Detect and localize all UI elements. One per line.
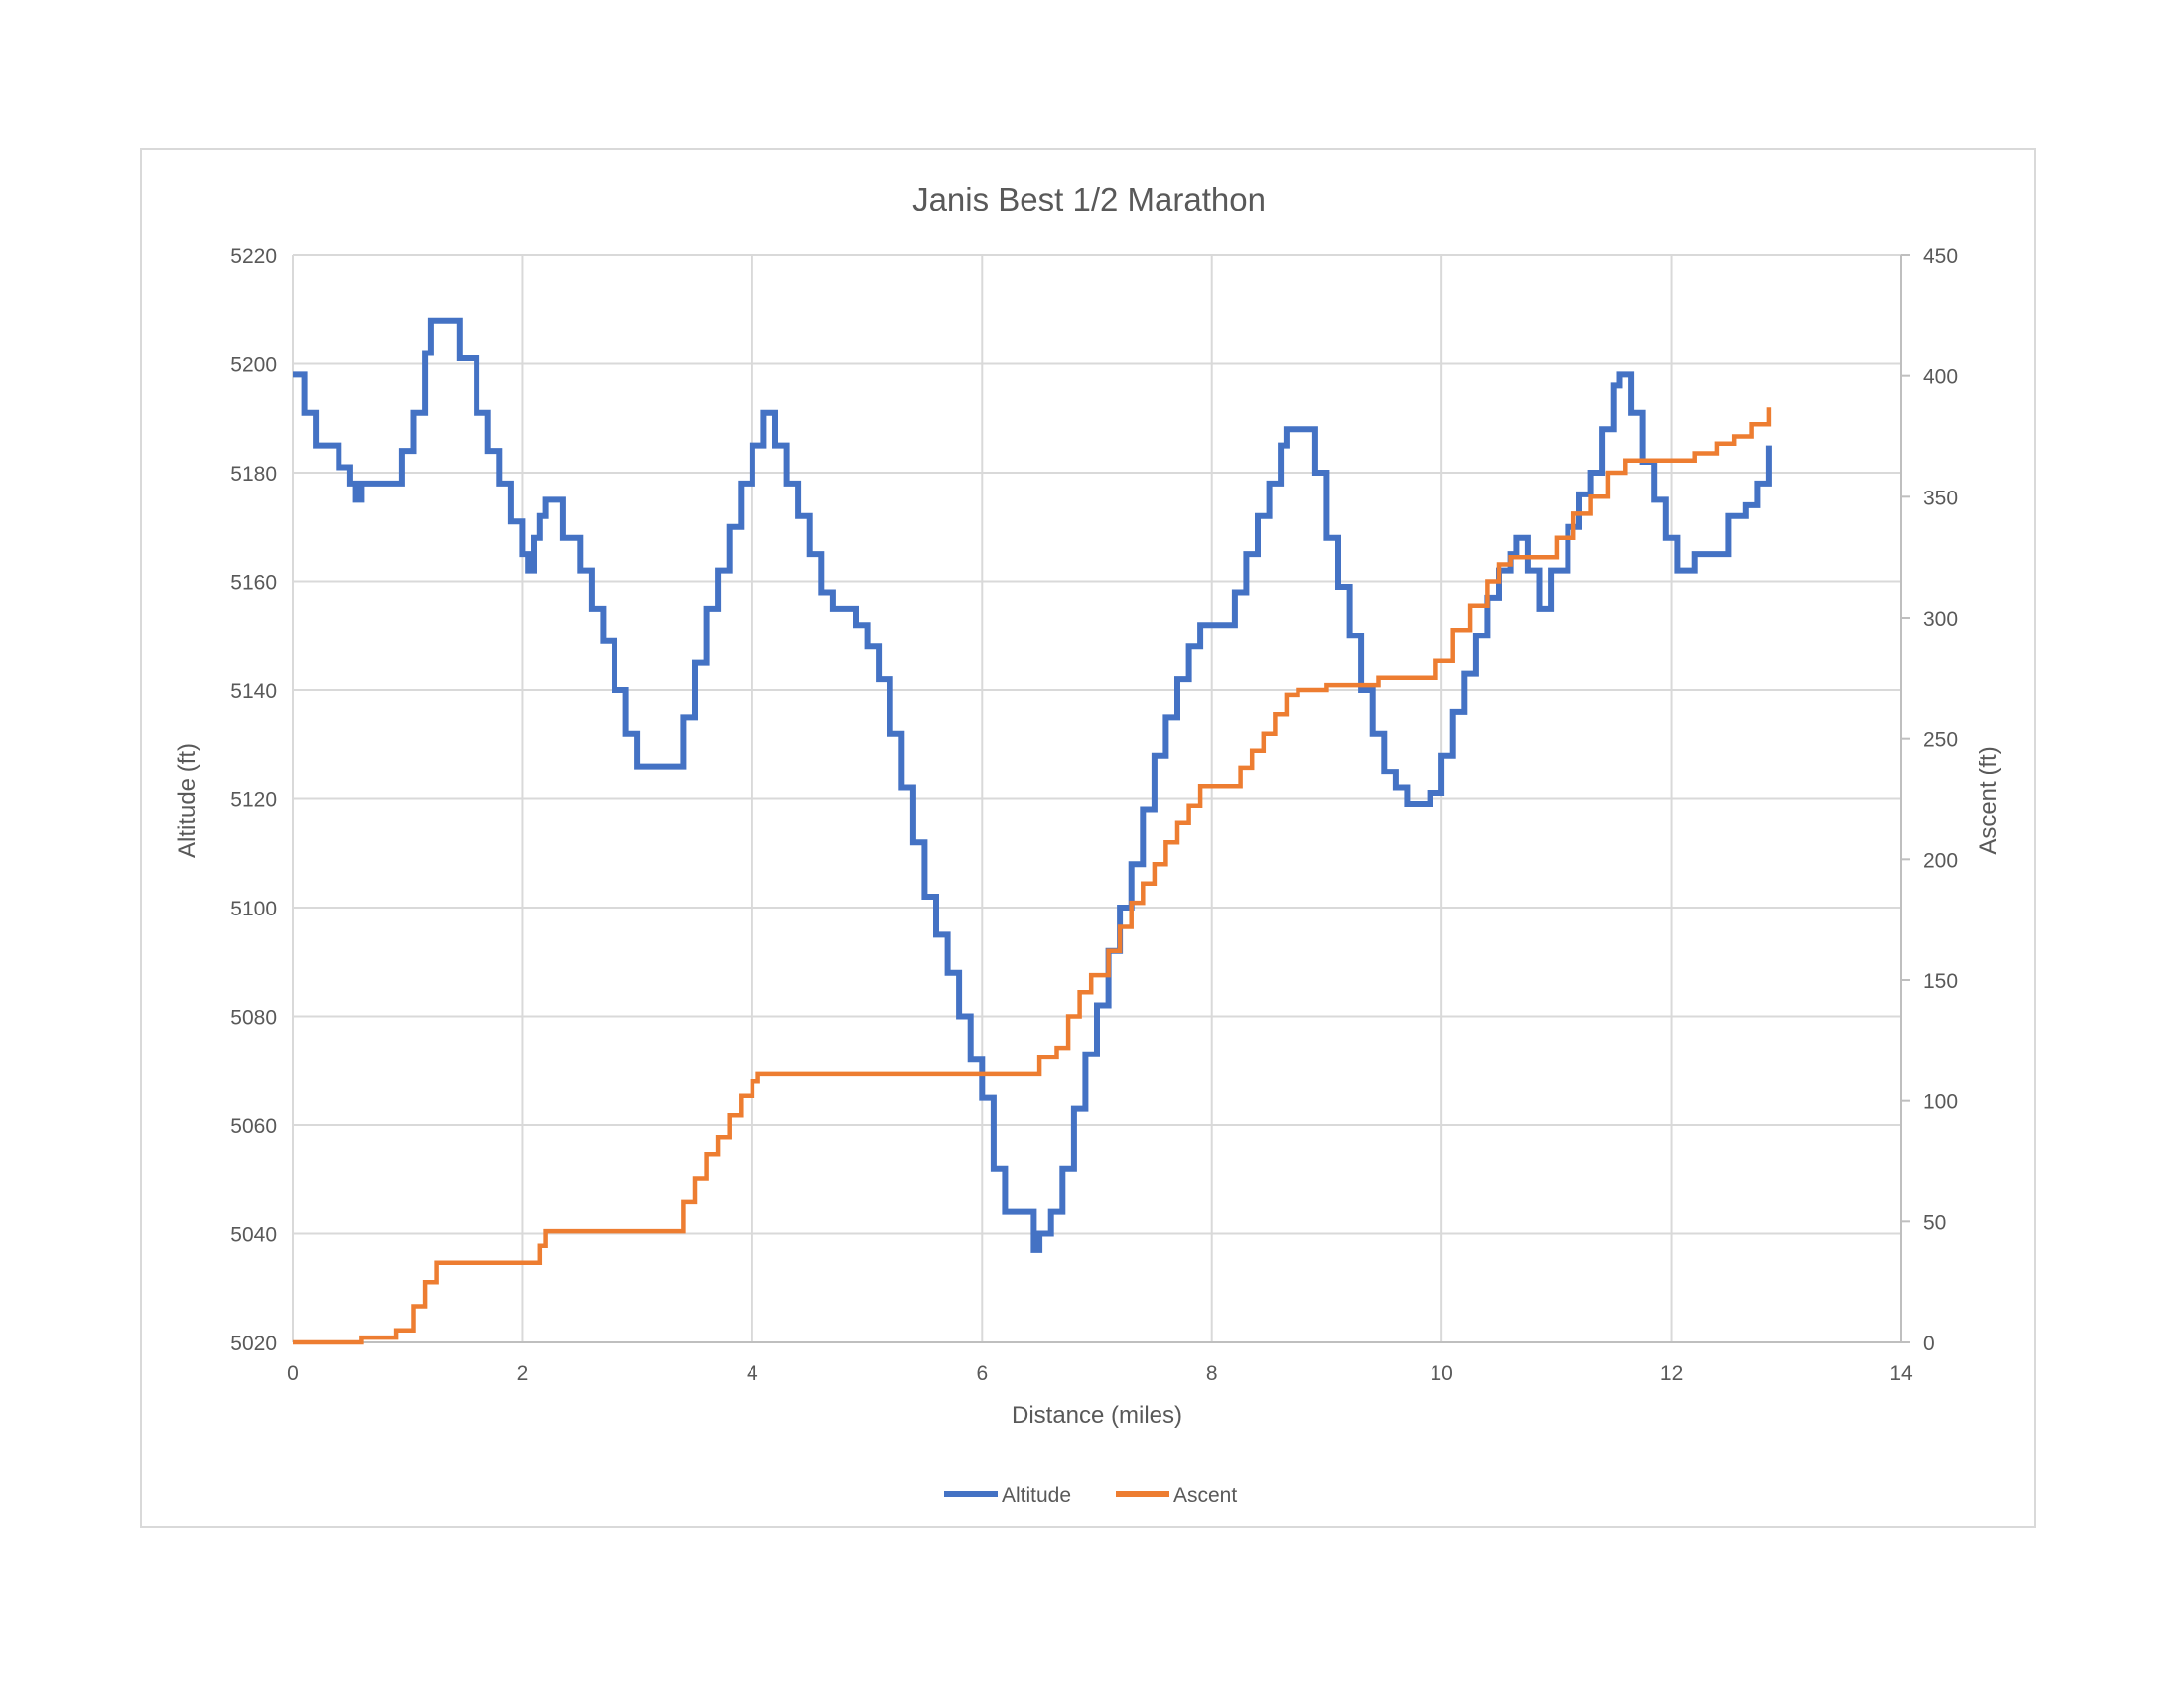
x-tick-label: 10 — [1430, 1362, 1452, 1385]
y-tick-label: 5160 — [230, 572, 277, 595]
chart-svg: Janis Best 1/2 Marathon 5020504050605080… — [174, 181, 2002, 1507]
x-tick-label: 2 — [517, 1362, 529, 1385]
y-tick-label: 5200 — [230, 354, 277, 377]
y2-tick-label: 250 — [1923, 729, 1958, 752]
x-tick-label: 0 — [287, 1362, 299, 1385]
x-tick-label: 12 — [1660, 1362, 1683, 1385]
x-tick-label: 8 — [1206, 1362, 1218, 1385]
y-tick-label: 5100 — [230, 898, 277, 920]
y2-axis-title: Ascent (ft) — [1976, 746, 2002, 854]
tick-labels: 5020504050605080510051205140516051805200… — [230, 245, 1958, 1385]
y-tick-label: 5220 — [230, 245, 277, 268]
legend: Altitude Ascent — [944, 1484, 1237, 1507]
x-tick-label: 4 — [747, 1362, 758, 1385]
series-line-ascent — [293, 407, 1772, 1345]
x-tick-label: 6 — [976, 1362, 988, 1385]
y-tick-label: 5060 — [230, 1115, 277, 1138]
y-tick-label: 5180 — [230, 463, 277, 486]
y2-tick-label: 400 — [1923, 366, 1958, 389]
y2-tick-label: 0 — [1923, 1333, 1935, 1355]
y2-tick-label: 50 — [1923, 1211, 1946, 1234]
y2-tick-label: 350 — [1923, 487, 1958, 509]
x-tick-label: 14 — [1889, 1362, 1913, 1385]
axes — [293, 254, 1910, 1343]
y-tick-label: 5120 — [230, 789, 277, 812]
y-tick-label: 5040 — [230, 1224, 277, 1247]
y-tick-label: 5020 — [230, 1333, 277, 1355]
x-axis-title: Distance (miles) — [1012, 1402, 1182, 1429]
chart-area: Janis Best 1/2 Marathon 5020 5040 5060 5080… — [140, 148, 2036, 1528]
y-tick-label: 5140 — [230, 680, 277, 703]
series-line-altitude — [293, 317, 1772, 1253]
y2-tick-label: 100 — [1923, 1091, 1958, 1114]
series-lines — [293, 317, 1772, 1345]
y2-tick-label: 300 — [1923, 608, 1958, 631]
y-tick-label: 5080 — [230, 1007, 277, 1030]
legend-ascent-label: Ascent — [1173, 1484, 1237, 1507]
gridlines — [292, 254, 1902, 1343]
y2-tick-label: 200 — [1923, 849, 1958, 872]
legend-altitude-label: Altitude — [1002, 1484, 1071, 1507]
y2-tick-label: 450 — [1923, 245, 1958, 268]
chart-title: Janis Best 1/2 Marathon — [912, 181, 1266, 217]
y-axis-title: Altitude (ft) — [174, 743, 201, 858]
y2-tick-label: 150 — [1923, 970, 1958, 993]
